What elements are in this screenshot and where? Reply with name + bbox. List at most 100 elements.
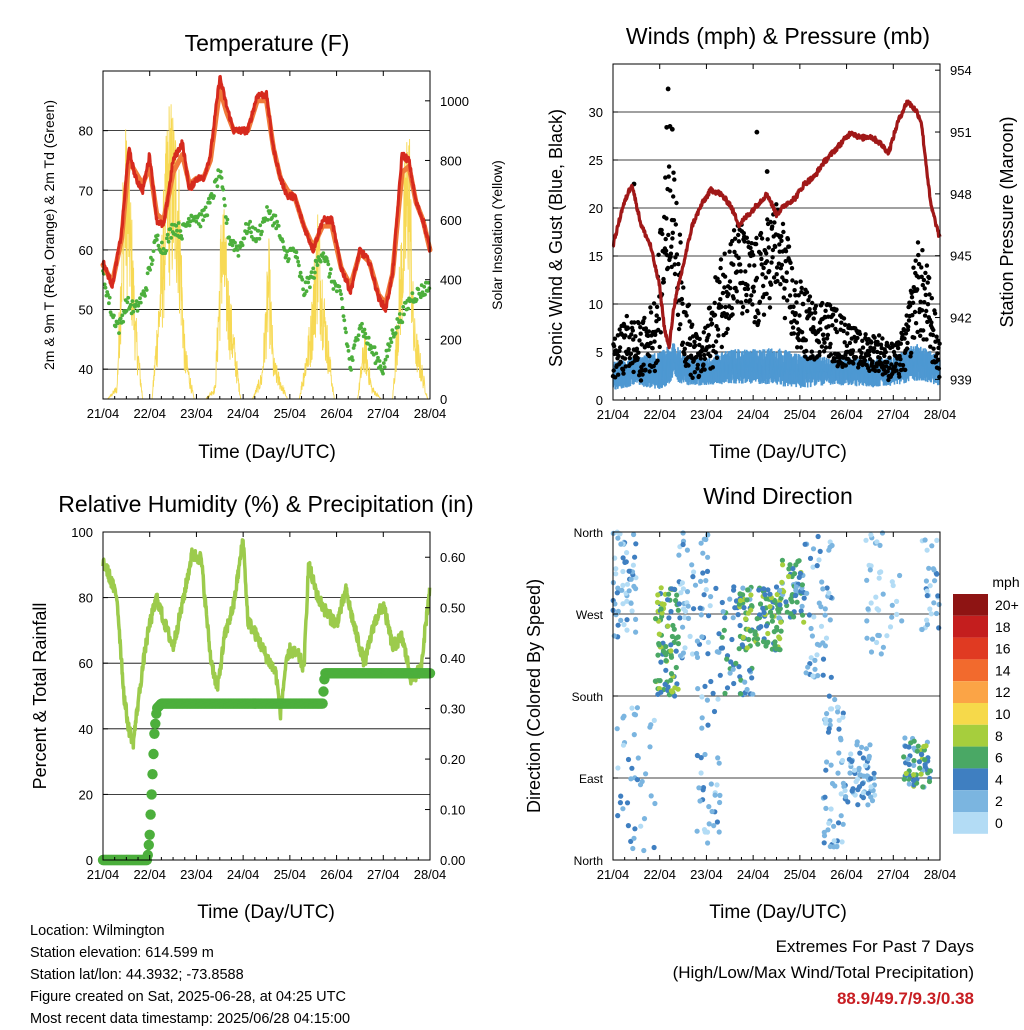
gust-point	[792, 288, 797, 293]
direction-point	[628, 600, 634, 606]
pressure-ylabel: Station Pressure (Maroon)	[997, 116, 1017, 327]
gust-point	[863, 332, 868, 337]
dewpoint-point	[275, 219, 279, 224]
direction-point	[663, 667, 669, 673]
dewpoint-point	[312, 276, 316, 280]
gust-point	[753, 314, 758, 320]
gust-point	[719, 344, 724, 350]
gust-point	[723, 304, 728, 310]
extremes-box: Extremes For Past 7 Days (High/Low/Max W…	[673, 934, 974, 1012]
gust-point	[624, 313, 629, 319]
direction-point	[773, 646, 779, 652]
direction-point	[760, 605, 766, 611]
gust-point	[919, 308, 925, 313]
direction-point	[706, 613, 712, 619]
direction-point	[736, 664, 742, 670]
direction-point	[783, 599, 789, 605]
direction-point	[621, 622, 627, 628]
direction-point	[722, 615, 728, 621]
gust-point	[718, 257, 724, 262]
direction-xtick-label: 27/04	[877, 867, 910, 882]
direction-point	[745, 587, 751, 593]
gust-point	[919, 265, 924, 270]
gust-point	[736, 255, 741, 261]
gust-point	[734, 289, 739, 294]
gust-point	[761, 312, 767, 317]
direction-point	[899, 618, 905, 624]
direction-point	[656, 642, 662, 648]
gust-point	[765, 217, 770, 222]
gust-point	[638, 325, 643, 330]
temperature-xtick-label: 21/04	[87, 406, 120, 421]
dewpoint-point	[218, 169, 223, 174]
direction-point	[924, 547, 930, 553]
temperature-xlabel: Time (Day/UTC)	[198, 442, 336, 463]
direction-point	[705, 722, 711, 728]
gust-point	[828, 341, 833, 347]
dewpoint-point	[385, 354, 390, 359]
gust-point	[623, 364, 628, 369]
precip-y2tick-label: 0.60	[440, 550, 465, 565]
humidity-xtick-label: 25/04	[274, 867, 307, 882]
direction-point	[668, 671, 675, 677]
dewpoint-point	[395, 317, 400, 321]
direction-point	[744, 645, 750, 651]
dewpoint-point	[178, 229, 183, 233]
gust-point	[688, 342, 693, 347]
direction-point	[824, 759, 830, 765]
gust-point	[680, 301, 685, 306]
direction-point	[676, 552, 682, 558]
direction-point	[901, 754, 907, 760]
humidity-ytick-label: 60	[79, 656, 93, 671]
direction-point	[680, 624, 686, 630]
dewpoint-point	[295, 256, 300, 260]
gust-point	[623, 333, 628, 338]
gust-point	[710, 365, 715, 370]
winds-xtick-label: 25/04	[784, 407, 817, 422]
dewpoint-point	[396, 325, 400, 330]
dewpoint-point	[194, 219, 199, 224]
gust-point	[912, 335, 917, 340]
gust-point	[851, 361, 856, 366]
direction-point	[865, 606, 871, 612]
direction-point	[765, 587, 771, 593]
gust-point	[824, 336, 830, 341]
direction-point	[863, 746, 870, 752]
direction-point	[788, 596, 794, 602]
direction-point	[754, 616, 760, 622]
gust-point	[841, 328, 846, 334]
direction-point	[822, 720, 829, 726]
gust-point	[748, 298, 753, 303]
gust-point	[722, 251, 727, 256]
direction-point	[722, 690, 728, 697]
direction-xtick-label: 28/04	[924, 867, 957, 882]
gust-point	[654, 313, 659, 318]
insolation-ylabel: Solar Insolation (Yellow)	[489, 160, 505, 310]
direction-point	[795, 558, 801, 565]
dewpoint-point	[247, 226, 252, 231]
direction-point	[705, 639, 712, 645]
gust-point	[819, 344, 825, 349]
gust-point	[795, 345, 800, 350]
dewpoint-point	[161, 247, 166, 251]
direction-point	[633, 616, 639, 623]
direction-point	[628, 838, 634, 845]
direction-point	[615, 765, 621, 771]
gust-point	[666, 164, 672, 169]
gust-point	[727, 249, 732, 254]
direction-point	[849, 758, 855, 765]
dewpoint-point	[245, 229, 250, 234]
direction-ytick-label: West	[576, 608, 604, 622]
direction-point	[871, 770, 877, 777]
gust-point	[617, 348, 622, 354]
direction-point	[872, 792, 878, 798]
gust-point	[726, 292, 731, 297]
dewpoint-point	[355, 337, 360, 342]
gust-point	[700, 345, 705, 350]
gust-point	[632, 320, 637, 325]
gust-point	[809, 311, 814, 316]
gust-point	[647, 369, 652, 374]
direction-point	[629, 765, 635, 771]
direction-point	[742, 679, 748, 685]
direction-point	[845, 799, 851, 805]
